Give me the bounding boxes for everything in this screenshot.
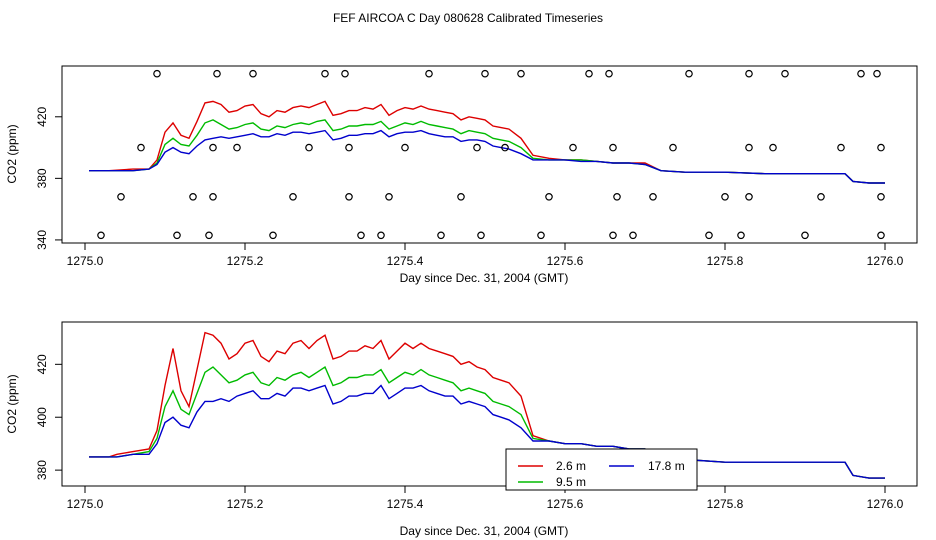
marker-point	[669, 143, 677, 152]
marker-point	[609, 143, 617, 152]
marker-point	[137, 143, 145, 152]
x-tick-label: 1275.8	[707, 254, 744, 268]
marker-point	[545, 193, 553, 201]
marker-point	[341, 69, 349, 78]
legend-label-2-6m: 2.6 m	[556, 459, 586, 473]
x-tick-label: 1275.4	[387, 497, 424, 511]
marker-point	[473, 143, 481, 152]
marker-point	[629, 231, 637, 240]
marker-point	[745, 69, 753, 78]
marker-point	[457, 193, 465, 201]
marker-point	[781, 69, 789, 78]
marker-point	[401, 143, 409, 152]
marker-point	[209, 193, 217, 201]
marker-point	[477, 231, 485, 240]
x-tick-label: 1275.0	[67, 254, 104, 268]
marker-point	[837, 143, 845, 152]
marker-point	[437, 231, 445, 240]
marker-point	[569, 143, 577, 152]
marker-point	[605, 69, 613, 78]
y-axis-label-top: CO2 (ppm)	[5, 124, 19, 183]
marker-point	[705, 231, 713, 240]
marker-point	[305, 143, 313, 152]
marker-point	[769, 143, 777, 152]
marker-point	[321, 69, 329, 78]
marker-point	[817, 193, 825, 201]
x-tick-label: 1276.0	[867, 497, 904, 511]
x-tick-label: 1275.2	[227, 254, 264, 268]
marker-point	[213, 69, 221, 78]
x-axis-label-top: Day since Dec. 31, 2004 (GMT)	[400, 271, 569, 285]
marker-point	[385, 193, 393, 201]
marker-point	[613, 193, 621, 201]
marker-point	[877, 231, 885, 240]
marker-point	[801, 231, 809, 240]
x-tick-label: 1275.8	[707, 497, 744, 511]
marker-point	[377, 231, 385, 240]
marker-point	[117, 193, 125, 201]
marker-point	[481, 69, 489, 78]
marker-point	[877, 193, 885, 201]
marker-point	[737, 231, 745, 240]
x-tick-label: 1275.6	[547, 254, 584, 268]
marker-point	[249, 69, 257, 78]
marker-point	[233, 143, 241, 152]
marker-point	[345, 143, 353, 152]
y-axis-label-bottom: CO2 (ppm)	[5, 374, 19, 433]
y-tick-label: 400	[35, 407, 49, 427]
marker-point	[209, 143, 217, 152]
x-tick-label: 1276.0	[867, 254, 904, 268]
marker-point	[189, 193, 197, 201]
marker-point	[649, 193, 657, 201]
plot-frame-bottom	[61, 321, 918, 487]
marker-point	[269, 231, 277, 240]
marker-point	[289, 193, 297, 201]
chart-title: FEF AIRCOA C Day 080628 Calibrated Times…	[333, 11, 603, 25]
x-axis-label-bottom: Day since Dec. 31, 2004 (GMT)	[400, 524, 569, 538]
plot-frame-top	[61, 65, 918, 244]
marker-point	[877, 143, 885, 152]
legend-label-17-8m: 17.8 m	[648, 459, 685, 473]
marker-point	[721, 193, 729, 201]
x-tick-label: 1275.2	[227, 497, 264, 511]
marker-point	[501, 143, 509, 152]
series-line-2-6-m-bottom	[89, 331, 885, 479]
marker-point	[153, 69, 161, 78]
marker-point	[173, 231, 181, 240]
marker-point	[97, 231, 105, 240]
y-tick-label: 380	[35, 460, 49, 480]
series-line-9-5-m-bottom	[89, 365, 885, 479]
marker-point	[745, 193, 753, 201]
y-tick-label: 340	[35, 230, 49, 250]
x-tick-label: 1275.4	[387, 254, 424, 268]
series-line-17-8-m-bottom	[89, 384, 885, 479]
y-tick-label: 380	[35, 168, 49, 188]
legend-box	[505, 448, 698, 491]
legend: 2.6 m 17.8 m 9.5 m	[505, 448, 698, 491]
marker-point	[585, 69, 593, 78]
series-line-17-8-m-top	[89, 129, 885, 184]
marker-point	[425, 69, 433, 78]
marker-point	[745, 143, 753, 152]
x-tick-label: 1275.0	[67, 497, 104, 511]
x-tick-label: 1275.6	[547, 497, 584, 511]
y-tick-label: 420	[35, 106, 49, 126]
marker-point	[537, 231, 545, 240]
marker-point	[609, 231, 617, 240]
marker-point	[357, 231, 365, 240]
marker-point	[517, 69, 525, 78]
y-tick-label: 420	[35, 354, 49, 374]
marker-point	[873, 69, 881, 78]
marker-point	[345, 193, 353, 201]
marker-point	[857, 69, 865, 78]
marker-point	[685, 69, 693, 78]
legend-label-9-5m: 9.5 m	[556, 475, 586, 489]
marker-point	[205, 231, 213, 240]
